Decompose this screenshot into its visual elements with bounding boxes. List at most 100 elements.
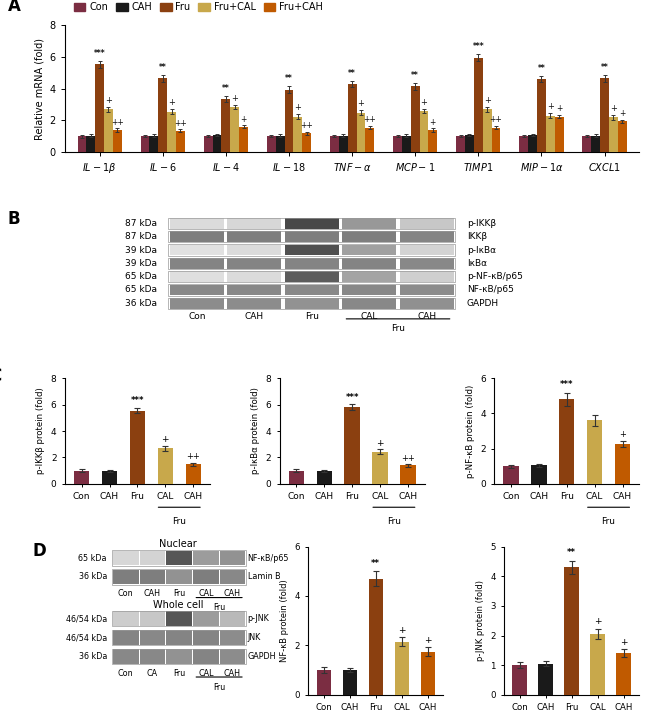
FancyBboxPatch shape bbox=[285, 245, 339, 256]
Bar bbox=[600, 78, 609, 152]
Text: CAL: CAL bbox=[198, 669, 214, 678]
Bar bbox=[221, 99, 230, 152]
Text: +: + bbox=[295, 103, 301, 112]
Text: Fru: Fru bbox=[173, 669, 185, 678]
Text: +: + bbox=[430, 118, 436, 127]
FancyBboxPatch shape bbox=[285, 298, 339, 308]
Bar bbox=[618, 121, 627, 152]
Bar bbox=[393, 136, 402, 152]
Text: CAL: CAL bbox=[361, 312, 378, 321]
Text: p-NF-κB/p65: p-NF-κB/p65 bbox=[467, 272, 523, 281]
Bar bbox=[615, 444, 630, 484]
Bar bbox=[528, 135, 537, 152]
Bar bbox=[74, 471, 90, 484]
Bar bbox=[559, 400, 574, 484]
Text: Fru: Fru bbox=[305, 312, 319, 321]
Bar bbox=[369, 579, 383, 695]
FancyBboxPatch shape bbox=[140, 630, 165, 645]
Text: 36 kDa: 36 kDa bbox=[79, 652, 107, 661]
Bar bbox=[77, 136, 86, 152]
FancyBboxPatch shape bbox=[285, 271, 339, 282]
Text: NF-κB/p65: NF-κB/p65 bbox=[248, 554, 289, 562]
Legend: Con, CAH, Fru, Fru+CAL, Fru+CAH: Con, CAH, Fru, Fru+CAL, Fru+CAH bbox=[69, 0, 327, 16]
Bar bbox=[86, 135, 95, 152]
FancyBboxPatch shape bbox=[166, 649, 192, 664]
Bar bbox=[141, 136, 149, 152]
Bar bbox=[565, 567, 579, 695]
Text: +: + bbox=[240, 114, 247, 124]
FancyBboxPatch shape bbox=[400, 245, 454, 256]
FancyBboxPatch shape bbox=[219, 611, 245, 626]
Bar bbox=[365, 127, 374, 152]
Text: **: ** bbox=[601, 63, 608, 73]
Bar bbox=[483, 109, 491, 152]
Bar bbox=[356, 112, 365, 152]
FancyBboxPatch shape bbox=[170, 258, 224, 269]
Bar bbox=[95, 64, 104, 152]
FancyBboxPatch shape bbox=[193, 630, 219, 645]
Text: p-JNK: p-JNK bbox=[248, 614, 269, 624]
Text: +: + bbox=[358, 99, 364, 108]
Bar bbox=[617, 653, 631, 695]
FancyBboxPatch shape bbox=[342, 284, 397, 295]
FancyBboxPatch shape bbox=[193, 570, 219, 584]
Text: CAH: CAH bbox=[144, 590, 161, 598]
Text: JNK: JNK bbox=[248, 633, 261, 642]
Text: ++: ++ bbox=[300, 121, 313, 130]
Y-axis label: NF-κB protein (fold): NF-κB protein (fold) bbox=[280, 580, 289, 662]
Text: **: ** bbox=[349, 69, 356, 78]
FancyBboxPatch shape bbox=[166, 630, 192, 645]
Y-axis label: p-JNK protein (fold): p-JNK protein (fold) bbox=[476, 580, 485, 661]
FancyBboxPatch shape bbox=[140, 611, 165, 626]
Bar bbox=[420, 111, 428, 152]
Bar bbox=[330, 136, 339, 152]
Text: 87 kDa: 87 kDa bbox=[125, 219, 157, 228]
Text: Fru: Fru bbox=[391, 324, 405, 333]
Bar bbox=[465, 135, 474, 152]
Text: +: + bbox=[162, 436, 169, 444]
Text: ***: *** bbox=[472, 42, 484, 51]
FancyBboxPatch shape bbox=[113, 611, 138, 626]
Text: Fru: Fru bbox=[173, 590, 185, 598]
Bar bbox=[537, 79, 546, 152]
FancyBboxPatch shape bbox=[342, 245, 397, 256]
Text: CAH: CAH bbox=[417, 312, 436, 321]
Bar bbox=[395, 642, 409, 695]
Text: NF-κB/p65: NF-κB/p65 bbox=[467, 285, 514, 294]
FancyBboxPatch shape bbox=[227, 258, 282, 269]
Text: **: ** bbox=[159, 63, 167, 73]
Text: Con: Con bbox=[188, 312, 206, 321]
Bar bbox=[456, 136, 465, 152]
Text: Nuclear: Nuclear bbox=[159, 539, 197, 549]
FancyBboxPatch shape bbox=[113, 570, 138, 584]
Text: Con: Con bbox=[118, 590, 134, 598]
FancyBboxPatch shape bbox=[170, 218, 224, 229]
Y-axis label: p-IKKβ protein (fold): p-IKKβ protein (fold) bbox=[36, 387, 45, 474]
Text: 39 kDa: 39 kDa bbox=[125, 246, 157, 255]
FancyBboxPatch shape bbox=[227, 218, 282, 229]
Bar bbox=[491, 127, 500, 152]
Text: +: + bbox=[620, 638, 628, 647]
Bar bbox=[276, 135, 284, 152]
Text: +: + bbox=[424, 636, 432, 645]
Text: p-IκBα: p-IκBα bbox=[467, 246, 496, 255]
Bar bbox=[113, 130, 122, 152]
Text: 46/54 kDa: 46/54 kDa bbox=[66, 633, 107, 642]
Text: CAH: CAH bbox=[224, 590, 241, 598]
FancyBboxPatch shape bbox=[113, 630, 138, 645]
Bar bbox=[345, 408, 360, 484]
FancyBboxPatch shape bbox=[170, 231, 224, 242]
Bar bbox=[546, 116, 555, 152]
Bar bbox=[293, 117, 302, 152]
Text: 65 kDa: 65 kDa bbox=[79, 554, 107, 562]
Bar bbox=[474, 58, 483, 152]
FancyBboxPatch shape bbox=[227, 298, 282, 308]
Bar bbox=[284, 89, 293, 152]
Bar bbox=[186, 464, 201, 484]
Bar bbox=[317, 471, 332, 484]
Text: ++: ++ bbox=[174, 119, 187, 127]
Text: Fru: Fru bbox=[213, 683, 225, 692]
Text: ++: ++ bbox=[489, 115, 502, 125]
Text: A: A bbox=[8, 0, 20, 15]
Bar bbox=[503, 467, 519, 484]
